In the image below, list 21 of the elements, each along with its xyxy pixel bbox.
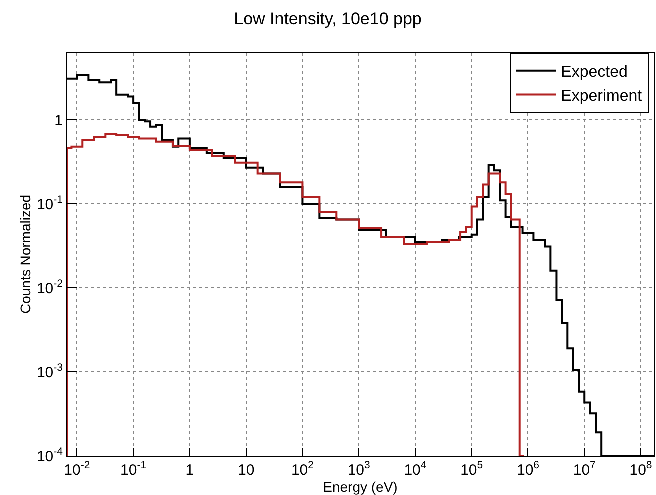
x-tick-label: 10$^{5}$ [460,460,484,479]
x-tick-label: 10$^{6}$ [516,460,540,479]
y-tick-label: 10$^{-1}$ [36,194,64,214]
chart-title: Low Intensity, 10e10 ppp [234,9,422,28]
x-axis-title: Energy (eV) [323,479,398,495]
y-tick-label: 10$^{-2}$ [36,278,64,298]
x-tick-label: 10$^{7}$ [573,460,596,479]
y-tick-label: 10$^{-4}$ [36,446,64,466]
y-axis-title: Counts Normalized [18,194,34,314]
x-tick-label: 10$^{8}$ [630,460,652,479]
x-tick-label: 10 [238,462,255,479]
x-tick-label: 1 [186,462,194,479]
x-tick-label: 10$^{-2}$ [64,460,90,479]
x-tick-label: 10$^{-1}$ [120,460,147,479]
legend-label: Expected [561,64,628,82]
legend-label: Experiment [561,88,643,105]
y-tick-label: 1 [54,112,63,130]
x-tick-label: 10$^{2}$ [291,460,314,479]
x-tick-label: 10$^{3}$ [348,460,371,479]
y-tick-label: 10$^{-3}$ [36,362,64,382]
x-tick-label: 10$^{4}$ [404,460,427,479]
